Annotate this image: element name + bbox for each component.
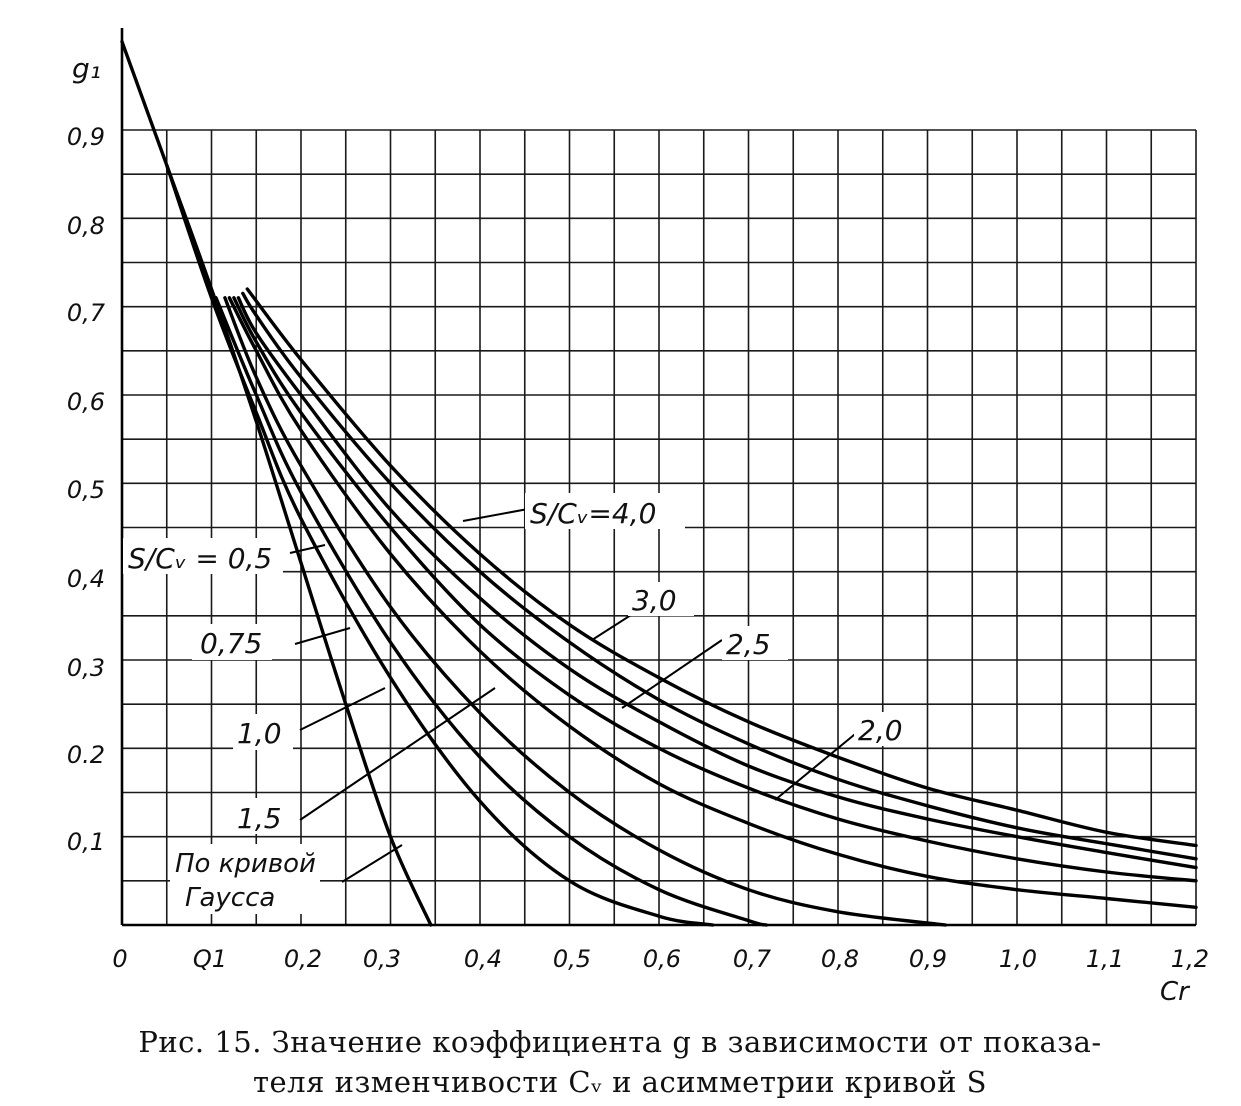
curve-label-s-cv-4-0: S/Cᵥ=4,0: [530, 497, 656, 530]
label-backdrop: [123, 538, 283, 574]
x-tick-label: 0,6: [643, 945, 681, 973]
label-leader-line: [341, 844, 403, 883]
x-tick-label: 0,3: [363, 945, 401, 973]
chart-series: [120, 40, 1198, 927]
y-tick-label: 0,7: [67, 299, 106, 327]
label-backdrop: [170, 844, 320, 914]
label-backdrop: [722, 626, 788, 660]
curve-label-2-5: 2,5: [726, 628, 771, 661]
curve-label-3-0: 3,0: [632, 584, 677, 617]
label-leader-line: [462, 508, 529, 522]
curve-label-1-0: 1,0: [237, 717, 282, 750]
y-axis-label: g₁: [72, 52, 101, 85]
x-tick-label: 0,9: [909, 945, 947, 973]
series-line-8: [245, 287, 1198, 848]
x-tick-label: 1,2: [1171, 945, 1209, 973]
label-backdrop: [192, 624, 272, 660]
caption-line-2: теля изменчивости Cᵥ и асимметрии кривой…: [252, 1065, 988, 1099]
y-tick-label: 0,1: [67, 828, 105, 856]
series-line-3: [223, 296, 948, 927]
label-backdrop: [628, 582, 694, 616]
curve-label-2-0: 2,0: [858, 714, 903, 747]
label-leader-line: [621, 639, 723, 709]
label-backdrop: [525, 493, 685, 529]
chart-grid: [122, 129, 1197, 925]
series-line-7: [241, 291, 1198, 861]
chart-axes: [120, 28, 1196, 927]
series-line-4: [227, 296, 1198, 909]
figure-caption: Рис. 15. Значение коэффициента g в завис…: [60, 1022, 1180, 1102]
x-tick-label: 1,1: [1086, 945, 1124, 973]
x-axis-label: Cr: [1160, 977, 1191, 1007]
curve-labels: S/Cᵥ=4,0 S/Cᵥ = 0,5 0,75 3,0 2,5 1,0 2,0…: [123, 493, 920, 914]
curve-label-s-cv-0-5: S/Cᵥ = 0,5: [128, 542, 272, 575]
curve-label-0-75: 0,75: [200, 627, 262, 660]
label-leader-line: [299, 687, 386, 731]
x-tick-label: 0,8: [821, 945, 859, 973]
curve-label-gauss-line2: Гаусса: [185, 883, 275, 913]
x-tick-label: 0,7: [733, 945, 772, 973]
curve-label-1-5: 1,5: [237, 802, 282, 835]
y-tick-label: 0,8: [67, 212, 105, 240]
label-leader-line: [774, 729, 861, 801]
y-tick-label: 0,6: [67, 388, 105, 416]
y-tick-label: 0,9: [67, 123, 105, 151]
caption-line-1: Рис. 15. Значение коэффициента g в завис…: [138, 1025, 1102, 1059]
y-tick-label: 0,5: [67, 476, 105, 504]
series-line-5: [232, 296, 1198, 883]
series-line-6: [236, 296, 1198, 870]
label-leader-line: [294, 627, 351, 645]
chart: 0,1 0.2 0,3 0,4 0,5 0,6 0,7 0,8 0,9 g₁ 0…: [67, 28, 1209, 1007]
y-tick-label: 0,3: [67, 654, 105, 682]
x-tick-label: 0: [112, 945, 127, 973]
label-backdrop: [233, 714, 293, 750]
label-leader-lines: [289, 508, 861, 883]
x-tick-label: 0,2: [284, 945, 322, 973]
label-backdrop: [233, 798, 293, 834]
y-tick-labels: 0,1 0.2 0,3 0,4 0,5 0,6 0,7 0,8 0,9: [67, 123, 106, 856]
label-leader-line: [289, 544, 326, 554]
y-tick-label: 0.2: [67, 741, 105, 769]
x-tick-label: 0,5: [553, 945, 591, 973]
y-tick-label: 0,4: [67, 565, 105, 593]
curve-label-gauss-line1: По кривой: [175, 849, 316, 879]
x-tick-label: 0,4: [464, 945, 502, 973]
x-tick-label: Q1: [193, 945, 227, 973]
label-leader-line: [299, 687, 496, 821]
label-backdrop: [854, 712, 920, 746]
series-line-2: [214, 296, 769, 927]
x-tick-labels: 0 Q1 0,2 0,3 0,4 0,5 0,6 0,7 0,8 0,9 1,0…: [112, 945, 1209, 973]
series-line-1: [165, 163, 715, 927]
x-tick-label: 1,0: [999, 945, 1037, 973]
